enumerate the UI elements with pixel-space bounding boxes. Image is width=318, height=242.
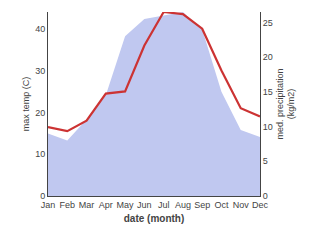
svg-text:0: 0 [40,191,45,201]
svg-text:15: 15 [263,87,273,97]
svg-text:20: 20 [263,52,273,62]
svg-text:date (month): date (month) [124,213,185,224]
svg-text:10: 10 [35,149,45,159]
svg-text:40: 40 [35,24,45,34]
svg-text:25: 25 [263,18,273,28]
svg-text:May: May [117,200,135,210]
svg-text:Feb: Feb [60,200,76,210]
svg-text:med. precipitation(kg/m2): med. precipitation(kg/m2) [275,68,297,139]
svg-text:Aug: Aug [175,200,191,210]
svg-text:Oct: Oct [214,200,229,210]
svg-text:Jun: Jun [137,200,152,210]
svg-text:Nov: Nov [233,200,250,210]
svg-text:Dec: Dec [252,200,269,210]
svg-text:Mar: Mar [79,200,95,210]
svg-text:5: 5 [263,156,268,166]
svg-text:Jul: Jul [158,200,170,210]
svg-text:Apr: Apr [99,200,113,210]
svg-text:0: 0 [263,191,268,201]
svg-text:10: 10 [263,122,273,132]
svg-text:max temp (C): max temp (C) [21,77,31,132]
svg-text:Sep: Sep [194,200,210,210]
svg-text:20: 20 [35,108,45,118]
svg-text:30: 30 [35,66,45,76]
svg-text:Jan: Jan [41,200,56,210]
